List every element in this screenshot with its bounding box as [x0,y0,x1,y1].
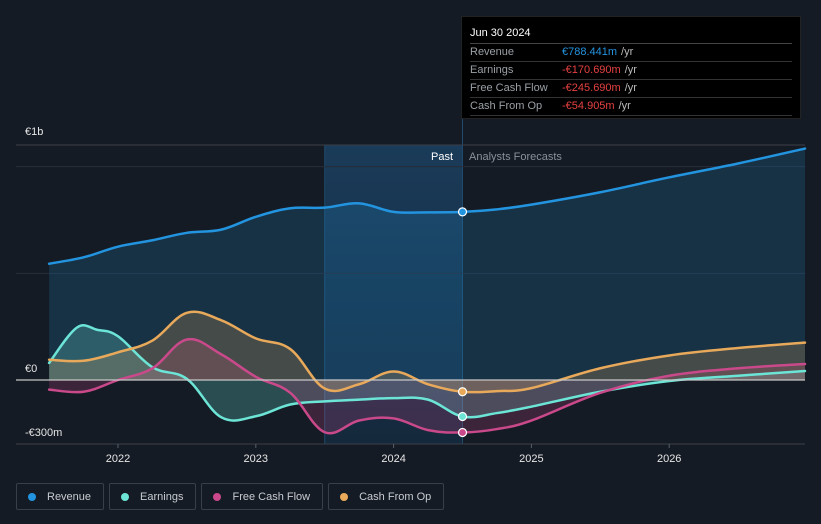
past-region [324,145,463,444]
legend-label: Cash From Op [359,490,432,503]
free-cash-flow-point [457,427,468,438]
legend-dot-icon [28,492,36,501]
revenue-point [457,207,468,217]
tooltip-row-free-cash-flow: Free Cash Flow -€245.690m /yr [470,80,792,98]
cash-from-op-line [47,310,807,394]
tooltip-row-earnings: Earnings -€170.690m /yr [470,62,792,80]
cash-from-op-point [457,387,468,397]
y-tick-label: €0 [25,363,37,375]
tooltip-row-revenue: Revenue €788.441m /yr [470,44,792,62]
legend-item-free-cash-flow[interactable]: Free Cash Flow [201,483,324,510]
free-cash-flow-area [49,339,806,434]
past-label: Past [431,151,453,163]
legend-item-earnings[interactable]: Earnings [109,483,197,510]
legend-dot-icon [340,492,349,501]
tooltip-row-cash-from-op: Cash From Op -€54.905m /yr [470,98,792,116]
forecast-label: Analysts Forecasts [469,151,562,163]
y-tick-label: €1b [25,126,43,138]
x-tick-label: 2022 [106,453,130,465]
free-cash-flow-line [47,337,807,435]
legend-item-revenue[interactable]: Revenue [16,483,105,510]
legend-dot-icon [121,492,130,501]
tooltip-unit: /yr [621,46,634,58]
legend-label: Free Cash Flow [232,490,311,503]
legend-dot-icon [213,492,222,501]
legend-item-cash-from-op[interactable]: Cash From Op [328,483,445,510]
x-tick-label: 2023 [244,453,268,465]
x-tick-label: 2026 [657,453,681,465]
earnings-area [49,325,806,421]
tooltip-value: -€170.690m [562,64,621,76]
tooltip-label: Revenue [470,46,515,58]
x-tick-label: 2024 [381,453,405,465]
revenue-line [47,147,807,265]
tooltip-value: -€54.905m [562,100,615,112]
tooltip-value: -€245.690m [562,82,621,94]
tooltip-unit: /yr [624,64,637,76]
tooltip-unit: /yr [624,82,637,94]
legend-label: Revenue [47,490,92,503]
tooltip: Jun 30 2024 Revenue €788.441m /yr Earnin… [461,16,801,119]
tooltip-label: Cash From Op [470,100,543,112]
revenue-area [49,148,806,380]
tooltip-label: Free Cash Flow [470,82,548,94]
tooltip-label: Earnings [470,64,514,76]
earnings-point [457,411,468,422]
legend: Revenue Earnings Free Cash Flow Cash Fro… [16,483,445,510]
tooltip-value: €788.441m [562,46,618,58]
cash-from-op-area [49,311,806,393]
x-tick-label: 2025 [519,453,543,465]
tooltip-date: Jun 30 2024 [470,23,792,44]
legend-label: Earnings [140,490,184,503]
y-tick-label: -€300m [25,427,62,439]
tooltip-unit: /yr [618,100,631,112]
